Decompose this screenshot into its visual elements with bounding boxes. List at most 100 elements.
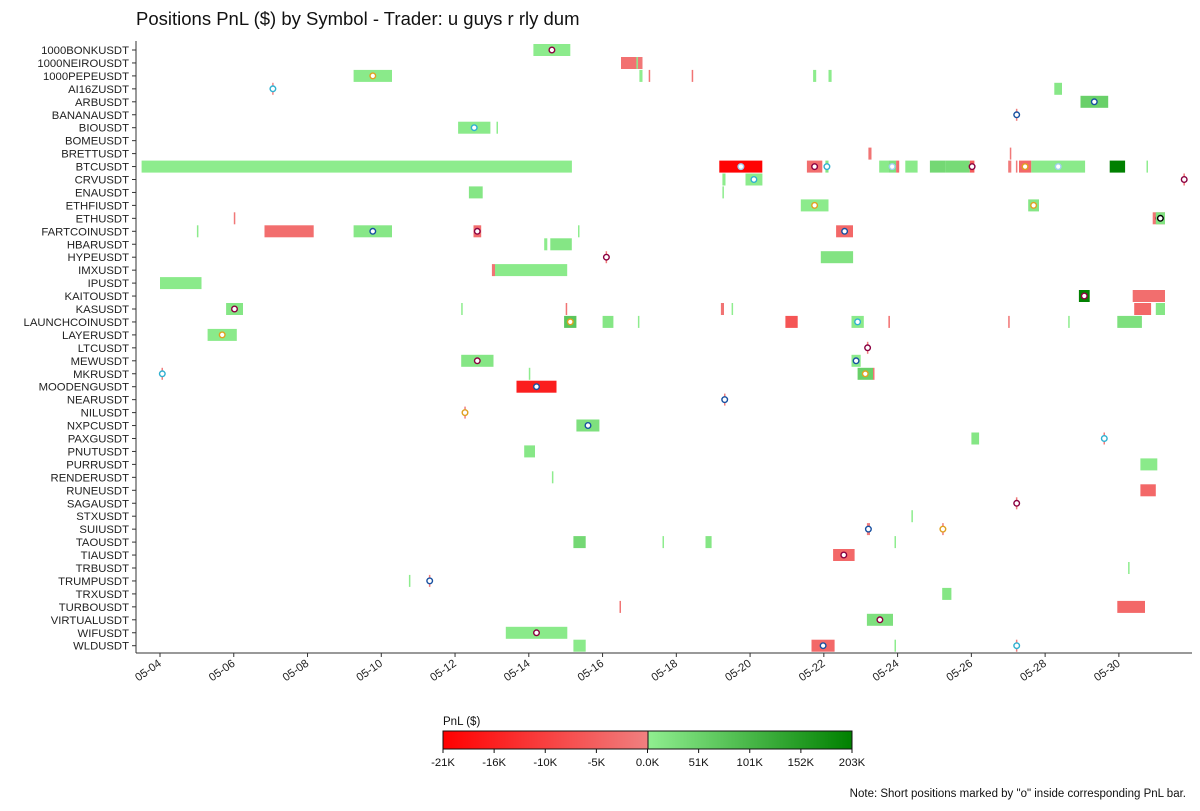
short-marker	[861, 370, 869, 378]
x-tick-label: 05-22	[797, 658, 828, 684]
position-bar	[551, 471, 554, 484]
colorbar-tick-label: -21K	[431, 757, 455, 769]
short-marker	[737, 163, 745, 171]
x-tick-label: 05-28	[1018, 658, 1049, 684]
short-marker	[426, 577, 434, 585]
y-tick-label: AI16ZUSDT	[68, 84, 129, 96]
position-bar	[550, 238, 572, 251]
colorbar-tick-label: 101K	[737, 757, 764, 769]
y-tick-label: TIAUSDT	[81, 550, 129, 562]
short-marker	[533, 629, 541, 637]
position-bar	[524, 445, 535, 458]
y-tick-label: LAYERUSDT	[62, 330, 129, 342]
y-tick-label: WIFUSDT	[78, 628, 130, 640]
position-bar	[1068, 315, 1070, 328]
short-positions-note: Note: Short positions marked by "o" insi…	[849, 788, 1186, 800]
y-tick-label: KASUSDT	[76, 304, 129, 316]
position-bar	[573, 639, 586, 652]
y-tick-label: TAOUSDT	[76, 537, 129, 549]
short-marker	[218, 331, 226, 339]
y-tick-label: MKRUSDT	[73, 369, 129, 381]
position-bar	[911, 510, 913, 523]
short-marker	[158, 370, 166, 378]
position-bar	[1128, 562, 1130, 574]
position-bars	[141, 44, 1188, 652]
short-marker	[750, 175, 758, 183]
position-bar	[408, 574, 411, 587]
position-bar	[945, 160, 970, 173]
y-tick-label: RUNEUSDT	[66, 485, 129, 497]
short-marker	[864, 344, 872, 352]
position-bar	[565, 303, 568, 315]
position-bar	[496, 121, 498, 134]
y-tick-label: PNUTUSDT	[67, 446, 129, 458]
position-bar	[637, 315, 640, 328]
short-marker	[1013, 642, 1021, 650]
y-tick-label: TRUMPUSDT	[58, 576, 129, 588]
position-bar	[731, 303, 734, 315]
y-tick-label: RENDERUSDT	[51, 472, 130, 484]
y-tick-label: ENAUSDT	[75, 187, 129, 199]
y-tick-label: FARTCOINUSDT	[41, 226, 129, 238]
position-bar	[894, 536, 896, 549]
y-tick-label: ETHUSDT	[76, 213, 129, 225]
short-marker	[548, 46, 556, 54]
short-marker	[1013, 111, 1021, 119]
position-bar	[971, 432, 980, 445]
x-tick-label: 05-24	[871, 658, 902, 684]
position-bar	[1117, 600, 1145, 613]
short-marker	[602, 253, 610, 261]
short-marker	[584, 422, 592, 430]
position-bar	[879, 160, 889, 173]
y-tick-label: TURBOUSDT	[59, 602, 129, 614]
y-tick-label: BOMEUSDT	[65, 136, 129, 148]
position-bar	[1140, 458, 1158, 471]
y-tick-label: MOODENGUSDT	[39, 382, 129, 394]
short-marker	[854, 318, 862, 326]
y-tick-label: 1000PEPEUSDT	[43, 71, 129, 83]
position-bar	[264, 225, 314, 238]
short-marker	[473, 227, 481, 235]
y-tick-label: HYPEUSDT	[67, 252, 129, 264]
position-bar	[621, 57, 640, 69]
short-marker	[841, 227, 849, 235]
short-marker	[1030, 201, 1038, 209]
y-tick-label: BRETTUSDT	[61, 149, 129, 161]
x-tick-label: 05-06	[207, 658, 238, 684]
y-tick-label: SUIUSDT	[79, 524, 129, 536]
short-marker	[369, 72, 377, 80]
position-bar	[785, 315, 798, 328]
short-marker	[230, 305, 238, 313]
y-tick-label: HBARUSDT	[67, 239, 129, 251]
short-marker	[1080, 292, 1088, 300]
colorbar-tick-label: 203K	[839, 757, 866, 769]
x-tick-label: 05-20	[723, 658, 754, 684]
position-bar	[639, 69, 643, 82]
short-marker	[876, 616, 884, 624]
y-tick-label: ARBUSDT	[75, 97, 129, 109]
short-marker	[811, 201, 819, 209]
short-marker	[721, 396, 729, 404]
x-tick-label: 05-30	[1092, 658, 1123, 684]
position-bar	[528, 367, 531, 380]
position-bar	[648, 69, 651, 82]
position-bar	[1132, 290, 1165, 302]
colorbar-positive	[648, 731, 852, 749]
short-marker	[1156, 214, 1164, 222]
position-bar	[905, 160, 918, 173]
axes: 1000BONKUSDT1000NEIROUSDT1000PEPEUSDTAI1…	[24, 41, 1192, 684]
y-tick-label: BTCUSDT	[76, 162, 129, 174]
short-marker	[852, 357, 860, 365]
short-marker	[1090, 98, 1098, 106]
position-bar	[873, 367, 875, 380]
short-marker	[1180, 175, 1188, 183]
x-tick-label: 05-16	[576, 658, 607, 684]
short-marker	[533, 383, 541, 391]
y-tick-label: LTCUSDT	[78, 343, 129, 355]
position-bar	[662, 536, 664, 549]
short-marker	[1100, 435, 1108, 443]
position-bar	[233, 212, 236, 225]
position-bar	[691, 69, 694, 82]
short-marker	[1021, 163, 1029, 171]
colorbar-label: PnL ($)	[443, 716, 480, 728]
